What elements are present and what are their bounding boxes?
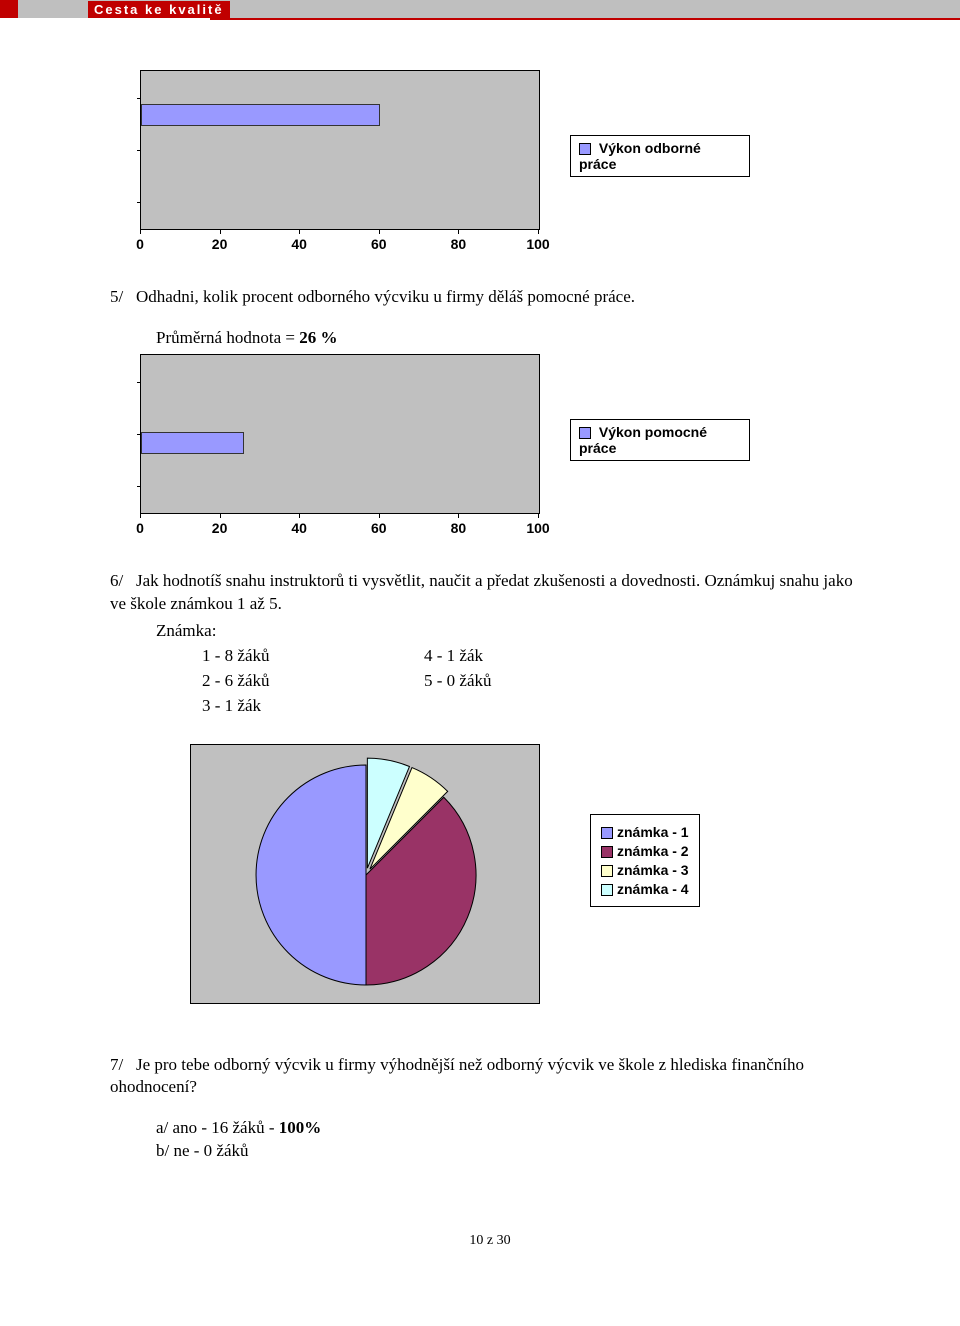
pie-legend-row: známka - 3 (601, 862, 689, 878)
pie-chart: známka - 1 známka - 2 známka - 3 známka - 4 (190, 744, 830, 1004)
question-5-avg-label: Průměrná hodnota = (156, 328, 299, 347)
table-row: 2 - 6 žáků 5 - 0 žáků (202, 670, 510, 693)
question-5-text: Odhadni, kolik procent odborného výcviku… (136, 287, 635, 306)
znamka-left-1: 2 - 6 žáků (202, 670, 422, 693)
pie-legend-swatch (601, 865, 613, 877)
question-7: 7/ Je pro tebe odborný výcvik u firmy vý… (110, 1054, 870, 1100)
chart-2: Výkon pomocné práce 0 20 40 60 80 100 (110, 354, 750, 544)
question-6-znamka-head: Známka: (156, 620, 870, 643)
chart-2-legend: Výkon pomocné práce (570, 419, 750, 461)
chart-1-legend: Výkon odborné práce (570, 135, 750, 177)
xtick-label: 100 (526, 520, 549, 536)
chart-1-legend-swatch (579, 143, 591, 155)
pie-legend-label: známka - 2 (617, 843, 689, 859)
header-red-square (0, 0, 18, 18)
question-6: 6/ Jak hodnotíš snahu instruktorů ti vys… (110, 570, 870, 616)
xtick-label: 60 (371, 520, 387, 536)
question-7-num: 7/ (110, 1055, 123, 1074)
pie-legend: známka - 1 známka - 2 známka - 3 známka - 4 (590, 814, 700, 907)
chart-1-legend-label: Výkon odborné práce (579, 140, 701, 172)
question-7-ans-a-pct: 100% (279, 1118, 322, 1137)
question-5-num: 5/ (110, 287, 123, 306)
pie-legend-swatch (601, 846, 613, 858)
question-5-avg-value: 26 % (299, 328, 337, 347)
chart-2-xaxis: 020406080100 (140, 514, 540, 544)
chart-1-xaxis: 020406080100 (140, 230, 540, 260)
chart-2-plot (140, 354, 540, 514)
question-6-znamka-table: 1 - 8 žáků 4 - 1 žák 2 - 6 žáků 5 - 0 žá… (200, 643, 512, 720)
xtick-label: 80 (451, 520, 467, 536)
header-title: Cesta ke kvalitě (88, 1, 230, 18)
pie-slice (256, 765, 366, 985)
pie-legend-swatch (601, 827, 613, 839)
bar (141, 432, 244, 454)
question-5-avg: Průměrná hodnota = 26 % (156, 327, 870, 350)
header-bar: Cesta ke kvalitě (0, 0, 960, 18)
xtick-label: 80 (451, 236, 467, 252)
znamka-left-2: 3 - 1 žák (202, 695, 422, 718)
question-7-ans-b: b/ ne - 0 žáků (156, 1140, 870, 1163)
page-number: 10 z 30 (110, 1233, 870, 1265)
question-6-num: 6/ (110, 571, 123, 590)
table-row: 1 - 8 žáků 4 - 1 žák (202, 645, 510, 668)
xtick-label: 100 (526, 236, 549, 252)
pie-legend-swatch (601, 884, 613, 896)
xtick-label: 0 (136, 520, 144, 536)
question-5: 5/ Odhadni, kolik procent odborného výcv… (110, 286, 870, 309)
znamka-right-0: 4 - 1 žák (424, 645, 510, 668)
xtick-label: 20 (212, 236, 228, 252)
bar (141, 104, 380, 126)
table-row: 3 - 1 žák (202, 695, 510, 718)
pie-frame (190, 744, 540, 1004)
xtick-label: 20 (212, 520, 228, 536)
xtick-label: 60 (371, 236, 387, 252)
chart-1: Výkon odborné práce 0 20 40 60 80 100 (110, 70, 750, 260)
question-7-ans-a-text: a/ ano - 16 žáků - (156, 1118, 279, 1137)
znamka-left-0: 1 - 8 žáků (202, 645, 422, 668)
chart-2-legend-swatch (579, 427, 591, 439)
xtick-label: 40 (291, 236, 307, 252)
xtick-label: 40 (291, 520, 307, 536)
pie-legend-label: známka - 1 (617, 824, 689, 840)
chart-2-legend-label: Výkon pomocné práce (579, 424, 707, 456)
znamka-right-1: 5 - 0 žáků (424, 670, 510, 693)
xtick-label: 0 (136, 236, 144, 252)
pie-legend-row: známka - 2 (601, 843, 689, 859)
pie-legend-row: známka - 1 (601, 824, 689, 840)
pie-legend-row: známka - 4 (601, 881, 689, 897)
pie-legend-label: známka - 3 (617, 862, 689, 878)
pie-svg (191, 745, 541, 1005)
question-7-ans-a: a/ ano - 16 žáků - 100% (156, 1117, 870, 1140)
question-7-text: Je pro tebe odborný výcvik u firmy výhod… (110, 1055, 804, 1097)
chart-1-plot (140, 70, 540, 230)
pie-legend-label: známka - 4 (617, 881, 689, 897)
question-6-text: Jak hodnotíš snahu instruktorů ti vysvět… (110, 571, 853, 613)
